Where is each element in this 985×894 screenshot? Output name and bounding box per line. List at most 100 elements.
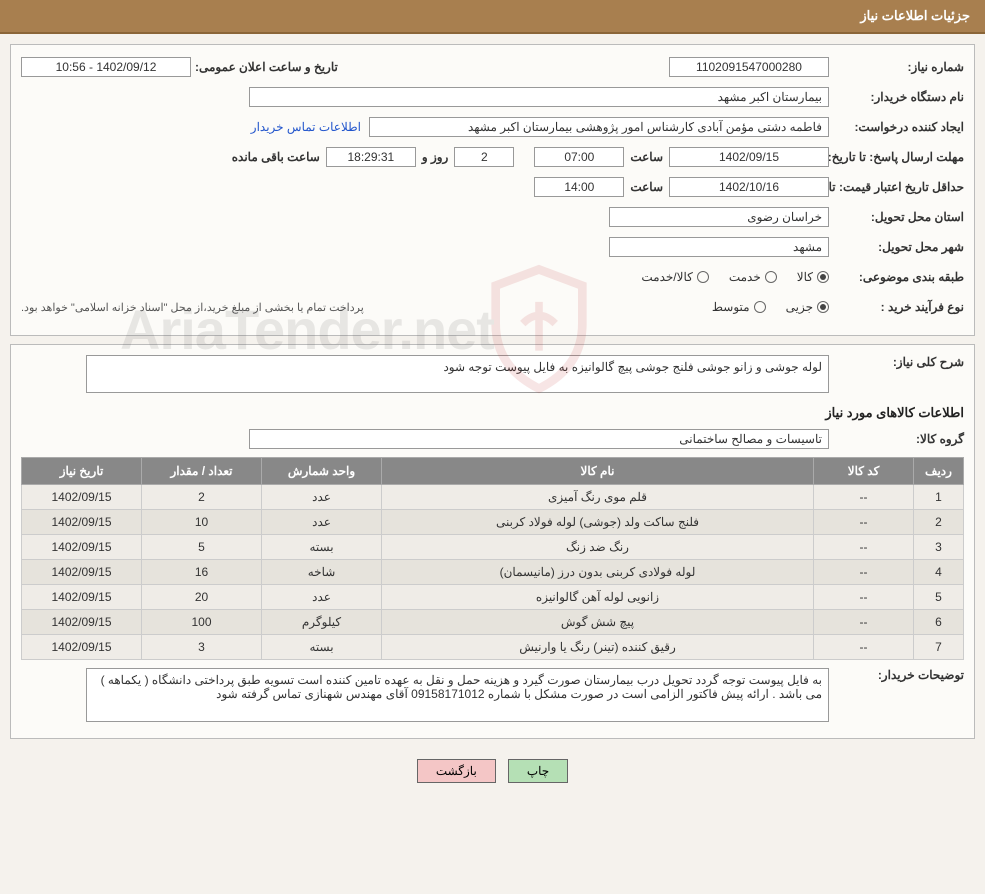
city-value: مشهد (609, 237, 829, 257)
cell-name: رقیق کننده (تینر) رنگ یا وارنیش (382, 635, 814, 660)
cell-qty: 2 (142, 485, 262, 510)
cell-unit: عدد (262, 585, 382, 610)
buyer-contact-link[interactable]: اطلاعات تماس خریدار (251, 120, 361, 134)
radio-medium-label: متوسط (712, 300, 750, 314)
cell-unit: شاخه (262, 560, 382, 585)
radio-icon (817, 301, 829, 313)
cell-name: قلم موی رنگ آمیزی (382, 485, 814, 510)
days-label: روز و (416, 150, 455, 164)
cell-date: 1402/09/15 (22, 610, 142, 635)
cell-date: 1402/09/15 (22, 535, 142, 560)
time-label-2: ساعت (624, 180, 669, 194)
province-value: خراسان رضوی (609, 207, 829, 227)
cell-code: -- (814, 535, 914, 560)
cell-unit: کیلوگرم (262, 610, 382, 635)
page-header: جزئیات اطلاعات نیاز (0, 0, 985, 34)
validity-date: 1402/10/16 (669, 177, 829, 197)
need-info-panel: شماره نیاز: 1102091547000280 تاریخ و ساع… (10, 44, 975, 336)
table-row: 6--پیچ شش گوشکیلوگرم1001402/09/15 (22, 610, 964, 635)
page-title: جزئیات اطلاعات نیاز (860, 8, 970, 23)
cell-name: لوله فولادی کربنی بدون درز (مانیسمان) (382, 560, 814, 585)
overall-desc-label: شرح کلی نیاز: (829, 355, 964, 369)
buyer-value: بیمارستان اکبر مشهد (249, 87, 829, 107)
cell-unit: عدد (262, 510, 382, 535)
cell-n: 4 (914, 560, 964, 585)
table-row: 3--رنگ ضد زنگبسته51402/09/15 (22, 535, 964, 560)
cell-unit: بسته (262, 535, 382, 560)
radio-medium[interactable]: متوسط (712, 300, 766, 314)
cell-n: 5 (914, 585, 964, 610)
cell-code: -- (814, 485, 914, 510)
category-label: طبقه بندی موضوعی: (829, 270, 964, 284)
cell-date: 1402/09/15 (22, 635, 142, 660)
buyer-notes-label: توضیحات خریدار: (829, 668, 964, 682)
cell-name: پیچ شش گوش (382, 610, 814, 635)
province-label: استان محل تحویل: (829, 210, 964, 224)
cell-code: -- (814, 635, 914, 660)
process-radio-group: جزیی متوسط (712, 300, 829, 314)
cell-qty: 100 (142, 610, 262, 635)
cell-qty: 5 (142, 535, 262, 560)
table-row: 1--قلم موی رنگ آمیزیعدد21402/09/15 (22, 485, 964, 510)
city-label: شهر محل تحویل: (829, 240, 964, 254)
cell-n: 2 (914, 510, 964, 535)
radio-service[interactable]: خدمت (729, 270, 777, 284)
radio-icon (765, 271, 777, 283)
deadline-date: 1402/09/15 (669, 147, 829, 167)
table-header-row: ردیف کد کالا نام کالا واحد شمارش تعداد /… (22, 458, 964, 485)
validity-time: 14:00 (534, 177, 624, 197)
description-panel: شرح کلی نیاز: لوله جوشی و زانو جوشی فلنج… (10, 344, 975, 739)
cell-code: -- (814, 560, 914, 585)
overall-desc-value: لوله جوشی و زانو جوشی فلنج جوشی پیچ گالو… (86, 355, 829, 393)
public-date-label: تاریخ و ساعت اعلان عمومی: (191, 60, 338, 74)
col-unit: واحد شمارش (262, 458, 382, 485)
cell-qty: 16 (142, 560, 262, 585)
cell-unit: عدد (262, 485, 382, 510)
radio-partial-label: جزیی (786, 300, 813, 314)
buyer-notes-value: به فایل پیوست توجه گردد تحویل درب بیمارس… (86, 668, 829, 722)
cell-qty: 20 (142, 585, 262, 610)
col-row: ردیف (914, 458, 964, 485)
radio-both-label: کالا/خدمت (641, 270, 692, 284)
group-label: گروه کالا: (829, 432, 964, 446)
col-code: کد کالا (814, 458, 914, 485)
need-number-label: شماره نیاز: (829, 60, 964, 74)
cell-date: 1402/09/15 (22, 585, 142, 610)
col-qty: تعداد / مقدار (142, 458, 262, 485)
radio-goods-label: کالا (797, 270, 813, 284)
cell-name: فلنج ساکت ولد (جوشی) لوله فولاد کربنی (382, 510, 814, 535)
payment-note: پرداخت تمام یا بخشی از مبلغ خرید،از محل … (21, 301, 372, 314)
action-buttons: چاپ بازگشت (10, 747, 975, 795)
process-label: نوع فرآیند خرید : (829, 300, 964, 314)
cell-date: 1402/09/15 (22, 560, 142, 585)
cell-qty: 10 (142, 510, 262, 535)
radio-goods[interactable]: کالا (797, 270, 829, 284)
radio-service-label: خدمت (729, 270, 761, 284)
requester-label: ایجاد کننده درخواست: (829, 120, 964, 134)
cell-n: 1 (914, 485, 964, 510)
cell-date: 1402/09/15 (22, 510, 142, 535)
cell-n: 7 (914, 635, 964, 660)
cell-n: 6 (914, 610, 964, 635)
deadline-label: مهلت ارسال پاسخ: تا تاریخ: (829, 150, 964, 164)
items-section-title: اطلاعات کالاهای مورد نیاز (21, 399, 964, 427)
back-button[interactable]: بازگشت (417, 759, 496, 783)
radio-partial[interactable]: جزیی (786, 300, 829, 314)
radio-icon (817, 271, 829, 283)
deadline-time: 07:00 (534, 147, 624, 167)
col-date: تاریخ نیاز (22, 458, 142, 485)
print-button[interactable]: چاپ (508, 759, 568, 783)
buyer-label: نام دستگاه خریدار: (829, 90, 964, 104)
radio-icon (754, 301, 766, 313)
table-row: 7--رقیق کننده (تینر) رنگ یا وارنیشبسته31… (22, 635, 964, 660)
need-number-value: 1102091547000280 (669, 57, 829, 77)
col-name: نام کالا (382, 458, 814, 485)
table-row: 4--لوله فولادی کربنی بدون درز (مانیسمان)… (22, 560, 964, 585)
group-value: تاسیسات و مصالح ساختمانی (249, 429, 829, 449)
cell-code: -- (814, 610, 914, 635)
table-row: 5--زانویی لوله آهن گالوانیزهعدد201402/09… (22, 585, 964, 610)
cell-name: رنگ ضد زنگ (382, 535, 814, 560)
radio-both[interactable]: کالا/خدمت (641, 270, 708, 284)
cell-code: -- (814, 510, 914, 535)
time-label-1: ساعت (624, 150, 669, 164)
